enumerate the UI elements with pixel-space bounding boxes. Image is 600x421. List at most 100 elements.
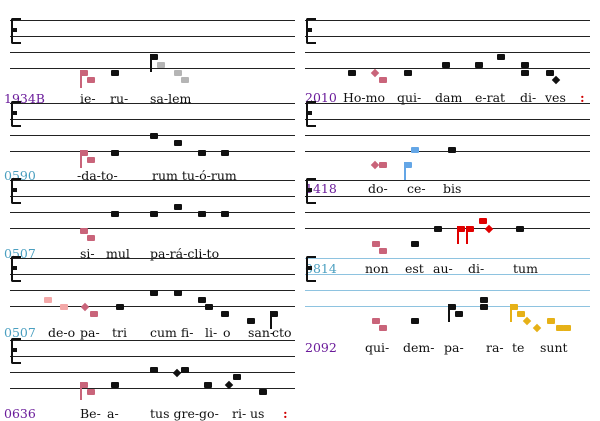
neume-stem <box>150 54 152 72</box>
lyric-syllable: pa-rá-cli-to <box>150 246 220 261</box>
neume-note <box>80 228 88 234</box>
source-id[interactable]: 1418 <box>305 181 337 196</box>
staff-line <box>305 36 590 37</box>
lyric-syllable: cum fi- <box>150 325 194 340</box>
neume-note <box>259 389 267 395</box>
neume-note <box>174 140 182 146</box>
staff-line <box>10 20 295 21</box>
neume-stem <box>448 304 450 322</box>
lyric-syllable: di- <box>468 261 485 276</box>
neume-note <box>157 62 165 68</box>
lyric-syllable: au- <box>433 261 453 276</box>
neume-note <box>181 367 189 373</box>
lyric-syllable: dam <box>435 90 463 105</box>
neume-note <box>221 150 229 156</box>
c-clef-icon <box>11 18 21 44</box>
neume-note <box>174 70 182 76</box>
staff-line <box>10 306 295 307</box>
lyric-syllable: ie- <box>80 91 96 106</box>
neume-note <box>150 54 158 60</box>
neume-note <box>516 226 524 232</box>
neume-note <box>80 70 88 76</box>
neume-note <box>150 211 158 217</box>
neume-diamond <box>551 75 561 85</box>
source-id[interactable]: 0636 <box>4 406 36 421</box>
lyric-syllable: pa- <box>80 325 100 340</box>
lyric-syllable: dem- <box>403 340 435 355</box>
neume-note <box>556 325 564 331</box>
lyric-syllable: est <box>405 261 424 276</box>
staff-line <box>305 228 590 229</box>
neume-diamond <box>80 302 90 312</box>
neume-note <box>174 290 182 296</box>
lyric-syllable: ri- <box>232 406 247 421</box>
lyric-syllable: tri <box>112 325 127 340</box>
lyric-syllable: tus gre-go- <box>150 406 219 421</box>
lyric-syllable: qui- <box>365 340 390 355</box>
source-id[interactable]: 0507 <box>4 325 36 340</box>
staff-line <box>10 180 295 181</box>
staff-line <box>305 306 590 307</box>
neume-note <box>455 311 463 317</box>
source-id[interactable]: 2010 <box>305 90 337 105</box>
end-mark: : <box>283 406 288 421</box>
neume-note <box>457 226 465 232</box>
staff-line <box>10 274 295 275</box>
staff-line <box>10 340 295 341</box>
lyric-syllable: ce- <box>407 181 426 196</box>
lyric-syllable: qui- <box>397 90 422 105</box>
neume-diamond <box>370 160 380 170</box>
staff-line <box>10 119 295 120</box>
neume-note <box>517 311 525 317</box>
staff-line <box>10 151 295 152</box>
staff-line <box>305 68 590 69</box>
staff-line <box>10 103 295 104</box>
staff-line <box>305 20 590 21</box>
lyric-syllable: li- <box>205 325 218 340</box>
neume-note <box>379 248 387 254</box>
c-clef-icon <box>11 256 21 282</box>
source-id[interactable]: 2092 <box>305 340 337 355</box>
neume-stem <box>80 382 82 400</box>
neume-note <box>233 374 241 380</box>
neume-note <box>80 150 88 156</box>
neume-note <box>198 211 206 217</box>
neume-note <box>87 77 95 83</box>
staff-line <box>305 180 590 181</box>
lyric-syllable: sa-lem <box>150 91 192 106</box>
c-clef-icon <box>11 101 21 127</box>
staff-line <box>305 135 590 136</box>
neume-diamond <box>172 368 182 378</box>
neume-note <box>80 382 88 388</box>
neume-note <box>150 290 158 296</box>
lyric-syllable: ru- <box>110 91 129 106</box>
lyric-syllable: rum tu-ó-rum <box>152 168 237 183</box>
lyric-syllable: di- <box>520 90 537 105</box>
staff-line <box>305 119 590 120</box>
neume-note <box>270 311 278 317</box>
source-id[interactable]: 0814 <box>305 261 337 276</box>
lyric-syllable: us <box>250 406 265 421</box>
neume-stem <box>457 226 459 244</box>
neume-note <box>221 211 229 217</box>
staff-line <box>10 356 295 357</box>
staff-line <box>10 228 295 229</box>
neume-stem <box>466 226 468 244</box>
neume-stem <box>80 150 82 168</box>
neume-note <box>546 70 554 76</box>
lyric-syllable: -da-to- <box>77 168 118 183</box>
staff-line <box>305 274 590 275</box>
c-clef-icon <box>306 256 316 282</box>
neume-note <box>521 70 529 76</box>
neume-note <box>442 62 450 68</box>
neume-diamond <box>532 323 542 333</box>
c-clef-icon <box>306 18 316 44</box>
lyric-syllable: Be- <box>80 406 101 421</box>
staff-line <box>10 258 295 259</box>
staff-line <box>305 103 590 104</box>
staff-line <box>305 151 590 152</box>
neume-note <box>87 389 95 395</box>
lyric-syllable: Ho-mo <box>343 90 386 105</box>
neume-note <box>379 162 387 168</box>
